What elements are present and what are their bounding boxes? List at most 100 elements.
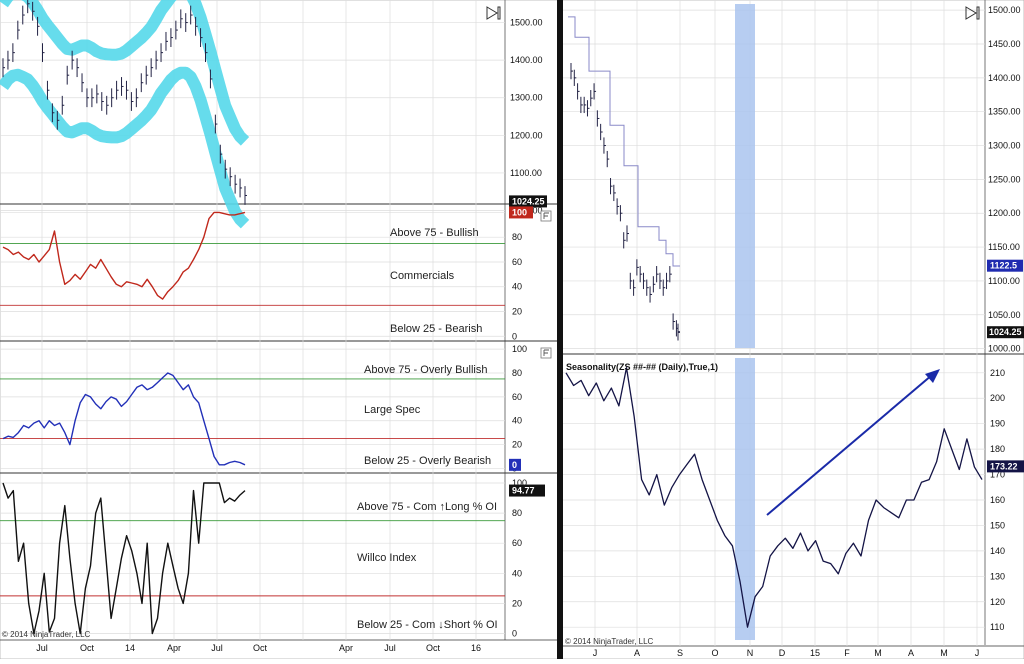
indicator-line bbox=[2, 482, 246, 635]
seasonal-low-highlight bbox=[735, 4, 755, 348]
skip-forward-icon bbox=[965, 6, 980, 20]
y-tick-label: 1000.00 bbox=[988, 344, 1021, 354]
y-tick-label: 1350.00 bbox=[988, 107, 1021, 117]
y-tick-label: 1500.00 bbox=[510, 18, 543, 28]
time-tick-label: D bbox=[779, 648, 786, 658]
willco-note-above: Above 75 - Com ↑Long % OI bbox=[357, 501, 497, 513]
trend-arrow bbox=[766, 374, 933, 516]
willco-note-title: Willco Index bbox=[357, 552, 417, 564]
scroll-to-end-button-right[interactable] bbox=[965, 6, 980, 20]
copyright-right: © 2014 NinjaTrader, LLC bbox=[565, 637, 654, 646]
time-tick-label: Oct bbox=[80, 643, 95, 653]
largespec-note-below: Below 25 - Overly Bearish bbox=[364, 455, 491, 467]
seasonality-line bbox=[565, 367, 983, 628]
y-tick-label: 150 bbox=[990, 520, 1005, 530]
y-tick-label: 20 bbox=[512, 598, 522, 608]
y-tick-label: 80 bbox=[512, 508, 522, 518]
lower-envelope-band bbox=[0, 66, 250, 229]
y-tick-label: 60 bbox=[512, 257, 522, 267]
skip-forward-icon bbox=[486, 6, 501, 20]
y-tick-label: 180 bbox=[990, 444, 1005, 454]
time-tick-label: Oct bbox=[426, 643, 441, 653]
y-tick-label: 1500.00 bbox=[988, 5, 1021, 15]
y-tick-label: 160 bbox=[990, 495, 1005, 505]
format-icon bbox=[543, 349, 549, 356]
y-tick-label: 100 bbox=[512, 478, 527, 488]
time-tick-label: Oct bbox=[253, 643, 268, 653]
trailing-stop-line bbox=[568, 16, 680, 267]
y-tick-label: 0 bbox=[512, 628, 517, 638]
commercials-note-above: Above 75 - Bullish bbox=[390, 227, 479, 239]
y-tick-label: 1150.00 bbox=[988, 242, 1020, 252]
time-tick-label: Jul bbox=[211, 643, 223, 653]
last-price-badge bbox=[987, 326, 1024, 339]
y-tick-label: 80 bbox=[512, 368, 522, 378]
panel-format-marker-commercials[interactable] bbox=[540, 210, 552, 222]
time-tick-label: 15 bbox=[810, 648, 820, 658]
y-tick-label: 40 bbox=[512, 568, 522, 578]
last-value-badge bbox=[987, 460, 1024, 473]
time-tick-label: M bbox=[940, 648, 948, 658]
last-price-label: 1024.25 bbox=[512, 196, 545, 206]
time-tick-label: F bbox=[844, 648, 850, 658]
y-tick-label: 1200.00 bbox=[510, 130, 543, 140]
axes-layer: Jul Oct 14 Apr Jul Oct Apr Jul Oct 16 J A S O N D 15 F M A M… bbox=[36, 5, 1024, 658]
y-tick-label: 130 bbox=[990, 571, 1005, 581]
time-tick-label: O bbox=[711, 648, 718, 658]
largespec-note-title: Large Spec bbox=[364, 404, 421, 416]
y-tick-label: 40 bbox=[512, 282, 522, 292]
y-tick-label: 200 bbox=[990, 393, 1005, 403]
panel-format-marker-largespec[interactable] bbox=[540, 347, 552, 359]
y-tick-label: 1400.00 bbox=[988, 73, 1021, 83]
y-tick-label: 1250.00 bbox=[988, 174, 1021, 184]
copyright-left: © 2014 NinjaTrader, LLC bbox=[2, 630, 91, 639]
panel-divider[interactable] bbox=[557, 0, 563, 659]
time-tick-label: 14 bbox=[125, 643, 135, 653]
time-tick-label: S bbox=[677, 648, 683, 658]
y-tick-label: 1100.00 bbox=[988, 276, 1020, 286]
last-price-label: 1024.25 bbox=[989, 327, 1022, 337]
y-tick-label: 20 bbox=[512, 307, 522, 317]
largespec-note-above: Above 75 - Overly Bullish bbox=[364, 364, 488, 376]
y-tick-label: 110 bbox=[990, 622, 1004, 632]
last-value-badge bbox=[509, 484, 545, 497]
y-tick-label: 60 bbox=[512, 392, 522, 402]
y-tick-label: 1200.00 bbox=[988, 208, 1021, 218]
commercials-note-title: Commercials bbox=[390, 270, 455, 282]
y-tick-label: 40 bbox=[512, 416, 522, 426]
trend-arrow-head bbox=[925, 369, 940, 383]
time-tick-label: Apr bbox=[339, 643, 353, 653]
y-tick-label: 120 bbox=[990, 597, 1005, 607]
y-tick-label: 1100.00 bbox=[510, 168, 542, 178]
time-tick-label: A bbox=[908, 648, 914, 658]
last-value-label: 94.77 bbox=[512, 486, 535, 496]
y-tick-label: 1300.00 bbox=[510, 93, 543, 103]
indicator-line bbox=[2, 372, 246, 466]
y-tick-label: 190 bbox=[990, 419, 1005, 429]
last-value-label: 0 bbox=[512, 460, 517, 470]
stop-value-badge bbox=[987, 259, 1023, 272]
time-tick-label: M bbox=[874, 648, 882, 658]
time-tick-label: Jul bbox=[384, 643, 396, 653]
time-tick-label: J bbox=[593, 648, 598, 658]
last-value-label: 173.22 bbox=[990, 461, 1018, 471]
y-tick-label: 20 bbox=[512, 440, 522, 450]
last-price-badge bbox=[509, 195, 547, 208]
y-tick-label: 140 bbox=[990, 546, 1005, 556]
indicator-line bbox=[2, 211, 246, 300]
format-icon bbox=[543, 212, 549, 219]
last-value-badge bbox=[509, 206, 533, 219]
scroll-to-end-button-left[interactable] bbox=[486, 6, 501, 20]
last-value-label: 100 bbox=[512, 207, 527, 217]
time-tick-label: Apr bbox=[167, 643, 181, 653]
y-tick-label: 100 bbox=[512, 344, 527, 354]
stop-value-label: 1122.5 bbox=[990, 261, 1017, 271]
time-tick-label: Jul bbox=[36, 643, 48, 653]
y-tick-label: 170 bbox=[990, 470, 1005, 480]
upper-envelope-band bbox=[0, 0, 250, 146]
time-tick-label: 16 bbox=[471, 643, 481, 653]
y-tick-label: 1450.00 bbox=[988, 39, 1021, 49]
y-tick-label: 0 bbox=[512, 331, 517, 341]
